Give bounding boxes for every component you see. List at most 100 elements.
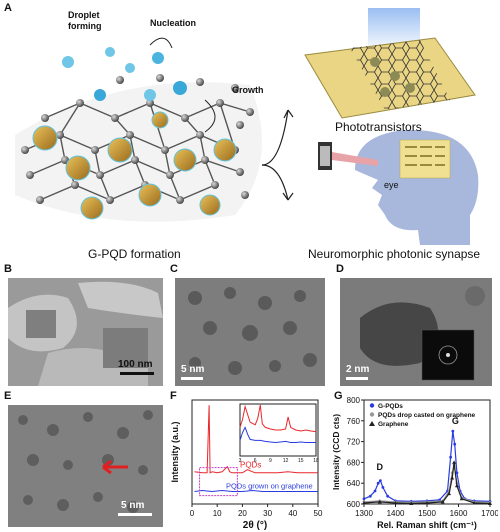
legend-label: PQDs drop casted on graphene	[378, 412, 476, 419]
panel-label-d: D	[336, 263, 344, 275]
panel-label-g: G	[334, 390, 343, 402]
head-synapse	[318, 129, 479, 245]
x-tick-label: 10	[213, 509, 222, 518]
branch-arrow-down	[261, 164, 294, 201]
peak-label: D	[377, 462, 384, 472]
series-point-0	[451, 429, 455, 433]
hrtem-image-d	[340, 278, 492, 386]
series-point-0	[368, 494, 372, 498]
legend-marker	[369, 421, 375, 426]
panel-label-e: E	[4, 390, 12, 402]
y-tick-label: 640	[347, 479, 361, 488]
panel-label-f: F	[170, 390, 177, 402]
series-point-0	[378, 479, 382, 482]
scale-label-b: 100 nm	[118, 359, 153, 370]
series-point-2	[450, 476, 455, 480]
series-point-0	[453, 442, 457, 446]
series-point-2	[377, 499, 382, 504]
phototransistor-device	[304, 8, 476, 119]
peak-label: G	[452, 416, 459, 426]
raman-chart: 1300 1400 1500 1600 1700 600 640 680 720 760 800 Re…	[332, 396, 498, 530]
legend-label: Graphene	[378, 421, 409, 428]
carbon-atoms	[21, 74, 254, 204]
series-point-2	[447, 491, 452, 496]
perovskite-dots	[32, 111, 237, 220]
series-point-0	[373, 489, 377, 493]
x-tick-label: 1300	[355, 509, 373, 518]
y-axis-label: Intensity (CCD cts)	[332, 414, 341, 490]
droplet-forming-label: Droplet forming	[68, 10, 102, 31]
x-tick-label: 40	[288, 509, 297, 518]
panel-label-b: B	[4, 263, 12, 275]
nucleation-clusters	[62, 47, 187, 101]
series-line-0	[194, 405, 318, 474]
series-point-2	[393, 500, 398, 505]
y-tick-label: 680	[347, 458, 361, 467]
scale-label-d: 2 nm	[346, 364, 370, 375]
legend-marker	[369, 412, 375, 417]
series-point-2	[425, 500, 429, 505]
series-point-2	[440, 499, 445, 504]
growth-label: Growth	[232, 85, 264, 95]
series-point-0	[362, 497, 366, 501]
x-tick-label: 1600	[450, 509, 468, 518]
series-point-2	[459, 496, 464, 501]
panel-label-c: C	[170, 263, 178, 275]
series-point-0	[376, 481, 380, 485]
hrtem-image-e	[8, 405, 163, 527]
y-tick-label: 720	[347, 438, 361, 447]
inset-x-tick-label: 12	[283, 458, 289, 464]
x-axis-label: 2θ (°)	[243, 520, 267, 530]
legend-marker	[369, 403, 375, 408]
panel-a-illustration	[15, 8, 479, 245]
x-axis-label: Rel. Raman shift (cm⁻¹)	[377, 520, 477, 530]
x-tick-label: 0	[190, 509, 195, 518]
series-point-0	[449, 455, 453, 459]
series-point-0	[386, 494, 390, 498]
xrd-chart: 0 10 20 30 40 50 2θ (°) Intensity (a.u.) PQDs PQD…	[170, 399, 323, 530]
legend-label: G-PQDs	[378, 403, 403, 410]
nucleation-label: Nucleation	[150, 18, 197, 28]
inset-x-tick-label: 9	[269, 458, 272, 464]
inset-series-line-1	[239, 426, 316, 444]
y-tick-label: 800	[347, 396, 361, 405]
x-tick-label: 30	[263, 509, 272, 518]
y-tick-label: 600	[347, 500, 361, 509]
inset-x-tick-label: 6	[254, 458, 257, 464]
series-label-pqds: PQDs	[240, 461, 261, 470]
eye-label: eye	[384, 180, 399, 190]
phototransistors-label: Phototransistors	[335, 120, 422, 134]
series-point-2	[488, 501, 492, 505]
series-point-2	[454, 483, 459, 488]
x-tick-label: 1500	[418, 509, 436, 518]
zoom-region-box	[199, 467, 238, 497]
inset-x-tick-label: 3	[239, 458, 242, 464]
x-tick-label: 1700	[481, 509, 498, 518]
nucleation-arrow	[149, 37, 173, 49]
growth-arrow	[204, 99, 216, 133]
y-axis-label: Intensity (a.u.)	[170, 421, 180, 482]
branch-arrow-up	[261, 109, 294, 166]
scale-label-c: 5 nm	[181, 364, 205, 375]
tem-image-b	[8, 278, 163, 386]
inset-series-line-0	[239, 404, 317, 433]
x-tick-label: 50	[314, 509, 323, 518]
scale-bar-e	[118, 513, 152, 516]
series-label-pqds-graphene: PQDs grown on graphene	[226, 482, 313, 491]
series-point-2	[409, 501, 414, 505]
scale-label-e: 5 nm	[121, 500, 145, 511]
series-point-0	[381, 485, 385, 489]
x-tick-label: 1400	[387, 509, 405, 518]
series-point-2	[472, 500, 477, 505]
x-tick-label: 20	[238, 509, 247, 518]
inset-x-tick-label: 18	[313, 458, 319, 464]
plot-frame	[191, 399, 319, 505]
hrtem-image-c	[175, 278, 325, 386]
scale-bar-d	[346, 377, 368, 380]
series-point-0	[455, 471, 459, 475]
inset-x-tick-label: 15	[298, 458, 304, 464]
scale-bar-c	[181, 377, 203, 380]
series-point-2	[362, 500, 366, 505]
y-tick-label: 760	[347, 417, 361, 426]
series-point-2	[452, 460, 457, 464]
